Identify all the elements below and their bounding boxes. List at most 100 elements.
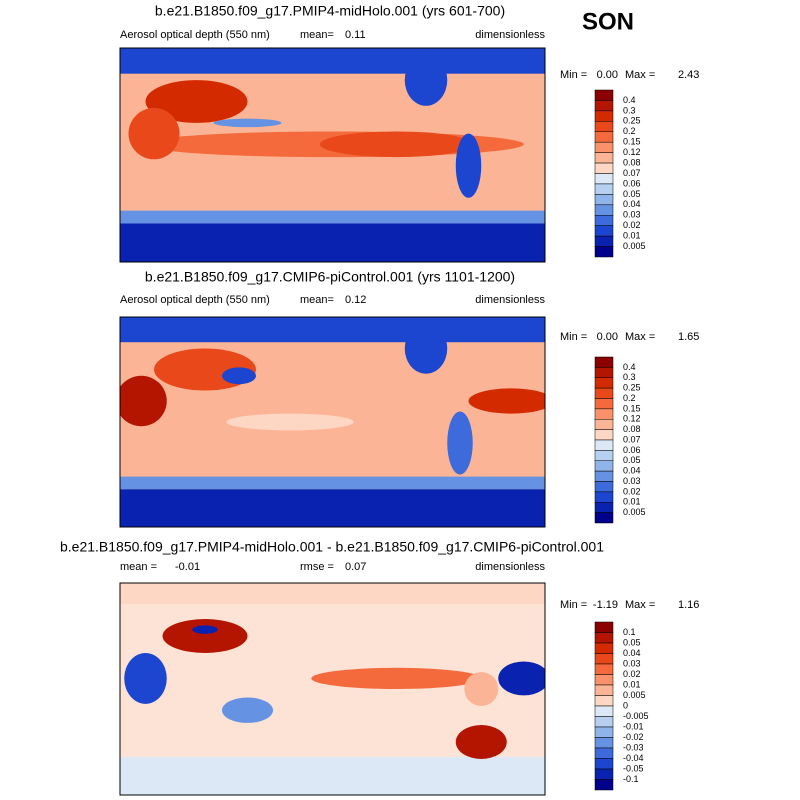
- colorbar-box: [594, 356, 614, 368]
- colorbar-box: [594, 100, 614, 112]
- colorbar-box: [594, 377, 614, 389]
- colorbar-label: 0.1: [623, 627, 636, 637]
- colorbar-box: [594, 204, 614, 216]
- map: [120, 317, 545, 527]
- map-frame: [119, 47, 546, 263]
- colorbar-box: [594, 512, 614, 524]
- colorbar-box: [594, 183, 614, 195]
- min-label: Min =: [560, 69, 587, 81]
- colorbar-label: 0.2: [623, 393, 636, 403]
- field-feature: [226, 413, 354, 431]
- colorbar-box: [594, 439, 614, 451]
- units-label: dimensionless: [475, 561, 545, 573]
- colorbar-box: [594, 152, 614, 164]
- colorbar-label: 0.06: [623, 178, 641, 188]
- colorbar-label: 0.4: [623, 362, 636, 372]
- colorbar-box: [594, 716, 614, 728]
- map-frame: [119, 316, 546, 528]
- colorbar-label: 0.12: [623, 147, 641, 157]
- colorbar-label: 0.005: [623, 241, 646, 251]
- colorbar-label: -0.005: [623, 711, 649, 721]
- field-feature: [404, 323, 448, 374]
- field-feature: [145, 80, 248, 123]
- colorbar-box: [594, 110, 614, 122]
- colorbar-label: -0.01: [623, 721, 644, 731]
- map-frame: [119, 582, 546, 796]
- stat-value: 0.12: [345, 294, 366, 306]
- colorbar-label: 0.3: [623, 372, 636, 382]
- field-feature: [498, 661, 545, 696]
- colorbar-box: [594, 726, 614, 738]
- map: [120, 48, 545, 262]
- colorbar-label: 0.01: [623, 679, 641, 689]
- colorbar-box: [594, 502, 614, 513]
- colorbar-label: 0.25: [623, 116, 641, 126]
- colorbar-label: 0.04: [623, 199, 641, 209]
- variable-label: Aerosol optical depth (550 nm): [120, 29, 270, 41]
- max-label: Max =: [625, 599, 655, 611]
- mean-value: -0.01: [175, 561, 200, 573]
- colorbar-label: 0.06: [623, 445, 641, 455]
- colorbar-box: [594, 246, 614, 258]
- panel-title: b.e21.B1850.f09_g17.CMIP6-piControl.001 …: [145, 269, 515, 285]
- max-label: Max =: [625, 331, 655, 343]
- field-feature: [162, 619, 248, 653]
- colorbar-label: 0.12: [623, 414, 641, 424]
- field-feature: [455, 725, 507, 759]
- colorbar-label: 0.01: [623, 497, 641, 507]
- polar-band: [120, 223, 545, 262]
- colorbar-box: [594, 367, 614, 378]
- colorbar-label: -0.1: [623, 774, 639, 784]
- colorbar-box: [594, 758, 614, 770]
- units-label: dimensionless: [475, 294, 545, 306]
- field-feature: [128, 107, 180, 160]
- colorbar-label: 0.03: [623, 210, 641, 220]
- field-feature: [464, 672, 499, 706]
- colorbar-box: [594, 173, 614, 185]
- colorbar-label: 0.25: [623, 383, 641, 393]
- colorbar-box: [594, 225, 614, 237]
- colorbar-label: 0.02: [623, 669, 641, 679]
- colorbar-label: 0.15: [623, 403, 641, 413]
- colorbar-label: 0.03: [623, 658, 641, 668]
- field-feature: [222, 367, 256, 385]
- colorbar-box: [594, 491, 614, 503]
- colorbar-label: 0.2: [623, 126, 636, 136]
- colorbar-label: 0.15: [623, 137, 641, 147]
- panel-title: b.e21.B1850.f09_g17.PMIP4-midHolo.001 (y…: [155, 3, 505, 19]
- map: [120, 583, 545, 795]
- colorbar-label: 0.07: [623, 168, 641, 178]
- colorbar-label: -0.04: [623, 753, 644, 763]
- colorbar-box: [594, 89, 614, 101]
- colorbar-box: [594, 653, 614, 665]
- colorbar-label: 0.4: [623, 95, 636, 105]
- colorbar-label: 0.005: [623, 507, 646, 517]
- colorbar-label: 0.05: [623, 189, 641, 199]
- variable-label: mean =: [120, 561, 157, 573]
- polar-band: [120, 476, 545, 490]
- units-label: dimensionless: [475, 29, 545, 41]
- colorbar-label: 0.05: [623, 455, 641, 465]
- field-feature: [319, 131, 473, 158]
- field-feature: [222, 697, 273, 723]
- colorbar-box: [594, 779, 614, 791]
- variable-label: Aerosol optical depth (550 nm): [120, 294, 270, 306]
- panel-title: b.e21.B1850.f09_g17.PMIP4-midHolo.001 - …: [60, 539, 604, 555]
- colorbar-label: 0.08: [623, 424, 641, 434]
- polar-band: [120, 583, 545, 605]
- colorbar-label: 0.03: [623, 476, 641, 486]
- min-value: 0.00: [597, 331, 618, 343]
- max-label: Max =: [625, 69, 655, 81]
- field-feature: [311, 667, 482, 690]
- stat-label: mean=: [300, 29, 334, 41]
- colorbar-box: [594, 621, 614, 633]
- polar-band: [120, 48, 545, 74]
- field-feature: [120, 375, 167, 427]
- colorbar-box: [594, 481, 614, 493]
- colorbar-box: [594, 674, 614, 686]
- colorbar-label: -0.03: [623, 742, 644, 752]
- colorbar-box: [594, 632, 614, 644]
- field-feature: [455, 133, 482, 198]
- colorbar-box: [594, 450, 614, 461]
